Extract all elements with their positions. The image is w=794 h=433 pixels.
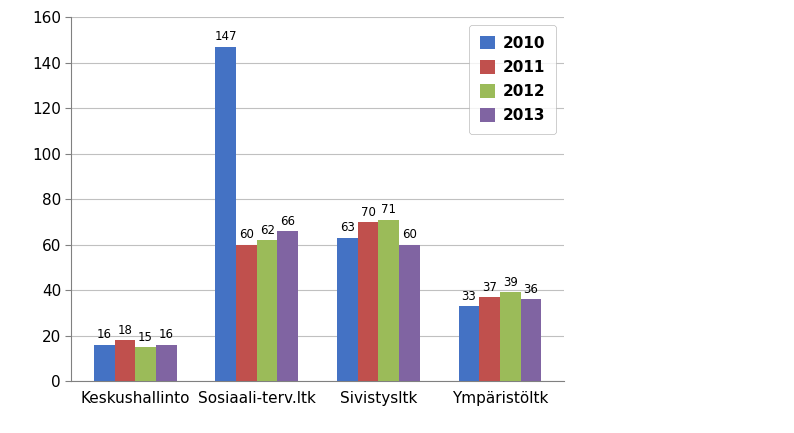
Text: 63: 63: [340, 221, 355, 234]
Text: 70: 70: [360, 206, 376, 219]
Text: 60: 60: [239, 228, 254, 241]
Bar: [215, 47, 236, 381]
Text: 33: 33: [461, 290, 476, 303]
Bar: [337, 238, 358, 381]
Bar: [256, 240, 277, 381]
Text: 60: 60: [402, 228, 417, 241]
Bar: [135, 347, 156, 381]
Text: 15: 15: [138, 330, 153, 343]
Bar: [94, 345, 114, 381]
Bar: [379, 220, 399, 381]
Bar: [277, 231, 298, 381]
Text: 36: 36: [523, 283, 538, 296]
Text: 66: 66: [280, 215, 295, 228]
Text: 71: 71: [381, 203, 396, 216]
Bar: [480, 297, 500, 381]
Text: 37: 37: [482, 281, 497, 294]
Text: 16: 16: [159, 328, 174, 341]
Bar: [500, 292, 521, 381]
Bar: [358, 222, 379, 381]
Text: 16: 16: [97, 328, 112, 341]
Bar: [114, 340, 135, 381]
Text: 18: 18: [118, 324, 133, 337]
Legend: 2010, 2011, 2012, 2013: 2010, 2011, 2012, 2013: [469, 25, 556, 134]
Text: 39: 39: [503, 276, 518, 289]
Bar: [399, 245, 420, 381]
Bar: [459, 306, 480, 381]
Text: 62: 62: [260, 224, 275, 237]
Bar: [236, 245, 256, 381]
Bar: [521, 299, 542, 381]
Bar: [156, 345, 176, 381]
Text: 147: 147: [214, 30, 237, 43]
